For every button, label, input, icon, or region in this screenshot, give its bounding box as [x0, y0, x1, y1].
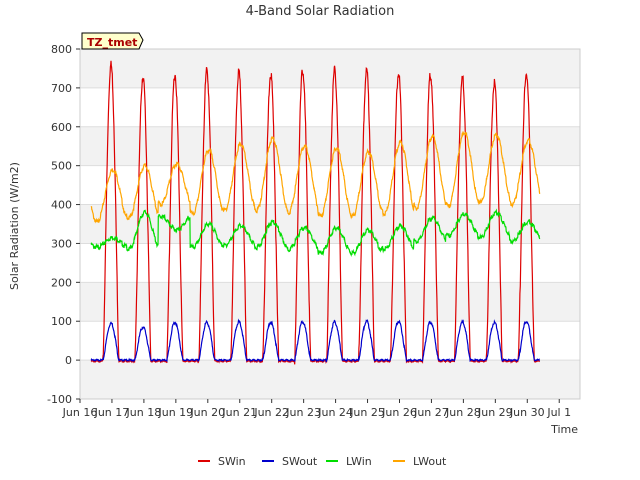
tz-annotation-label: TZ_tmet [87, 36, 137, 49]
x-tick-label: Jun 20 [189, 406, 225, 419]
tz-annotation: TZ_tmet [81, 32, 144, 50]
x-tick-label: Jun 28 [445, 406, 481, 419]
x-tick-label: Jun 25 [349, 406, 385, 419]
x-axis-title: Time [550, 423, 578, 436]
plot-band [80, 282, 580, 322]
plot-band [80, 360, 580, 399]
series-line-swout [90, 318, 540, 363]
plot-frame [79, 48, 581, 400]
y-tick-label: 700 [51, 82, 72, 95]
y-tick-label: 500 [51, 160, 72, 173]
legend-label-lwout: LWout [413, 455, 447, 468]
y-axis-title: Solar Radiation (W/m2) [8, 162, 21, 290]
series-line-lwin [90, 208, 541, 257]
x-tick-label: Jun 18 [126, 406, 162, 419]
legend-label-lwin: LWin [346, 455, 372, 468]
y-axis-ticks: -100 0 100 200 300 400 500 600 700 800 [47, 43, 80, 406]
legend-label-swin: SWin [218, 455, 246, 468]
series-line-lwout [90, 131, 541, 224]
x-tick-label: Jun 24 [317, 406, 353, 419]
x-tick-label: Jun 16 [62, 406, 98, 419]
x-tick-label: Jul 1 [546, 406, 571, 419]
plot-band [80, 126, 580, 166]
x-tick-label: Jun 21 [221, 406, 257, 419]
x-tick-label: Jun 22 [253, 406, 289, 419]
legend: SWin SWout LWin LWout [198, 455, 447, 468]
x-tick-label: Jun 26 [381, 406, 417, 419]
x-tick-label: Jun 19 [158, 406, 194, 419]
x-tick-label: Jun 23 [285, 406, 321, 419]
tz-annotation-box [81, 32, 144, 50]
x-tick-label: Jun 17 [94, 406, 130, 419]
plot-band [80, 49, 580, 88]
y-tick-label: 800 [51, 43, 72, 56]
y-tick-label: 0 [65, 354, 72, 367]
series-lines [90, 60, 541, 365]
y-tick-label: -100 [47, 393, 72, 406]
y-tick-label: 400 [51, 199, 72, 212]
x-tick-label: Jun 27 [413, 406, 449, 419]
chart-title: 4-Band Solar Radiation [246, 4, 395, 19]
x-tick-label: Jun 30 [509, 406, 545, 419]
y-tick-label: 600 [51, 121, 72, 134]
y-tick-label: 200 [51, 276, 72, 289]
series-line-swin [90, 60, 540, 365]
x-tick-label: Jun 29 [477, 406, 513, 419]
y-tick-label: 300 [51, 237, 72, 250]
legend-label-swout: SWout [282, 455, 318, 468]
y-tick-label: 100 [51, 315, 72, 328]
